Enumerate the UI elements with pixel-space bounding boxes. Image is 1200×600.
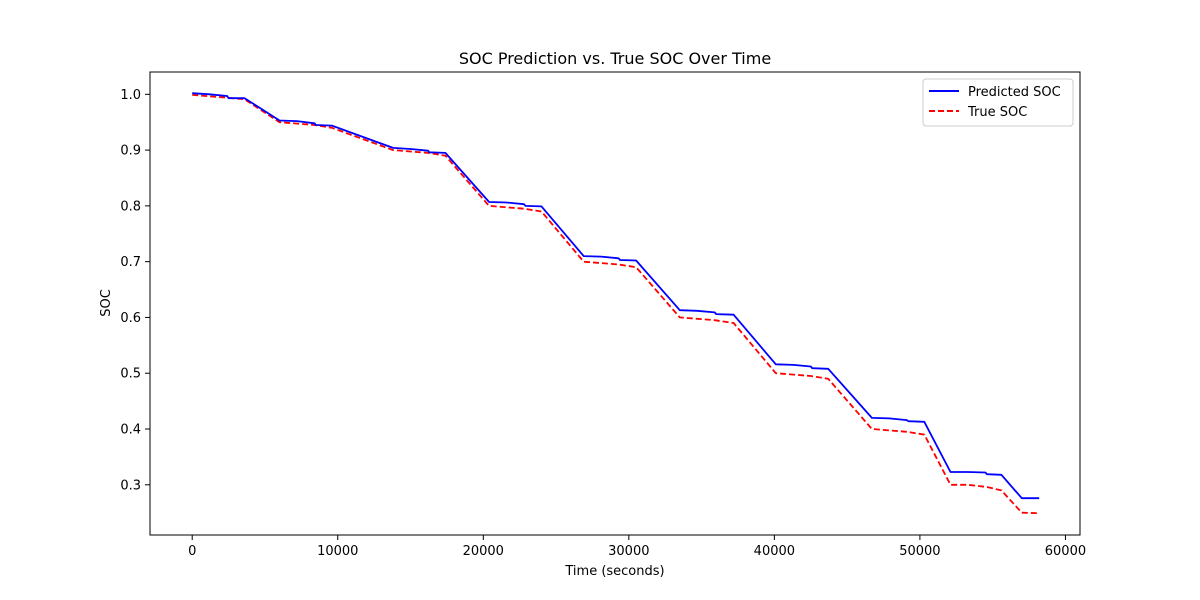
x-tick-label: 20000	[463, 544, 504, 559]
y-tick-label: 0.9	[120, 144, 141, 159]
x-tick-label: 50000	[899, 544, 940, 559]
series-lines	[192, 92, 1040, 515]
x-tick-label: 0	[188, 544, 196, 559]
true-soc-line	[192, 94, 1040, 515]
x-tick-label: 30000	[608, 544, 649, 559]
legend-box	[922, 78, 1074, 127]
legend-label-predicted: Predicted SOC	[968, 85, 1061, 100]
legend-label-true: True SOC	[967, 105, 1027, 120]
y-tick-label: 0.7	[120, 255, 141, 270]
y-tick-label: 0.8	[120, 199, 141, 214]
x-tick-label: 10000	[317, 544, 358, 559]
plot-area-frame	[149, 71, 1081, 536]
x-axis-label: Time (seconds)	[564, 564, 664, 579]
y-axis-label: SOC	[99, 289, 114, 317]
y-tick-label: 0.5	[120, 367, 141, 382]
x-tick-label: 60000	[1045, 544, 1086, 559]
x-tick-label: 40000	[754, 544, 795, 559]
chart-title: SOC Prediction vs. True SOC Over Time	[459, 49, 771, 68]
y-tick-label: 1.0	[120, 88, 141, 103]
y-axis-ticks: 0.3 0.4 0.5 0.6 0.7 0.8 0.9 1.0	[120, 88, 150, 493]
predicted-soc-line	[192, 92, 1040, 500]
legend: Predicted SOC True SOC	[922, 78, 1074, 127]
y-tick-label: 0.6	[120, 311, 141, 326]
x-axis-ticks: 0 10000 20000 30000 40000 50000 60000	[188, 535, 1086, 559]
y-tick-label: 0.3	[120, 478, 141, 493]
y-tick-label: 0.4	[120, 423, 141, 438]
